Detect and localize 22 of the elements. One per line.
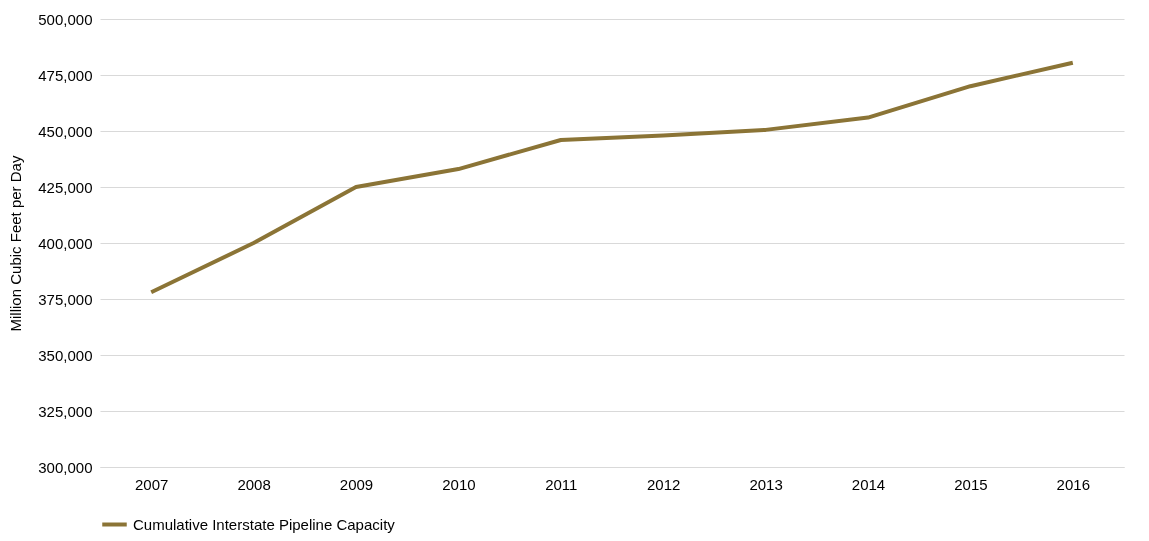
x-tick-label: 2016 [1056, 475, 1090, 493]
y-tick-label: 350,000 [38, 346, 93, 364]
x-tick-label: 2009 [339, 475, 374, 493]
legend-label: Cumulative Interstate Pipeline Capacity [133, 515, 396, 533]
y-tick-label: 400,000 [38, 234, 93, 252]
y-tick-label: 500,000 [38, 10, 93, 28]
x-tick-label: 2007 [135, 475, 169, 493]
x-tick-label: 2012 [647, 475, 681, 493]
line-series [149, 60, 1075, 295]
x-tick-label: 2015 [954, 475, 988, 493]
x-tick-label: 2013 [749, 475, 783, 493]
y-tick-label: 425,000 [38, 178, 93, 196]
y-tick-label: 300,000 [38, 458, 93, 476]
x-tick-label: 2011 [545, 475, 578, 493]
x-tick-label: 2014 [851, 475, 886, 493]
x-tick-label: 2008 [237, 475, 271, 493]
y-tick-label: 475,000 [38, 66, 93, 84]
y-tick-label: 375,000 [38, 290, 93, 308]
x-tick-label: 2010 [442, 475, 476, 493]
y-tick-label: 450,000 [38, 122, 93, 140]
y-axis-title: Million Cubic Feet per Day [7, 155, 25, 332]
y-tick-label: 325,000 [38, 402, 93, 420]
